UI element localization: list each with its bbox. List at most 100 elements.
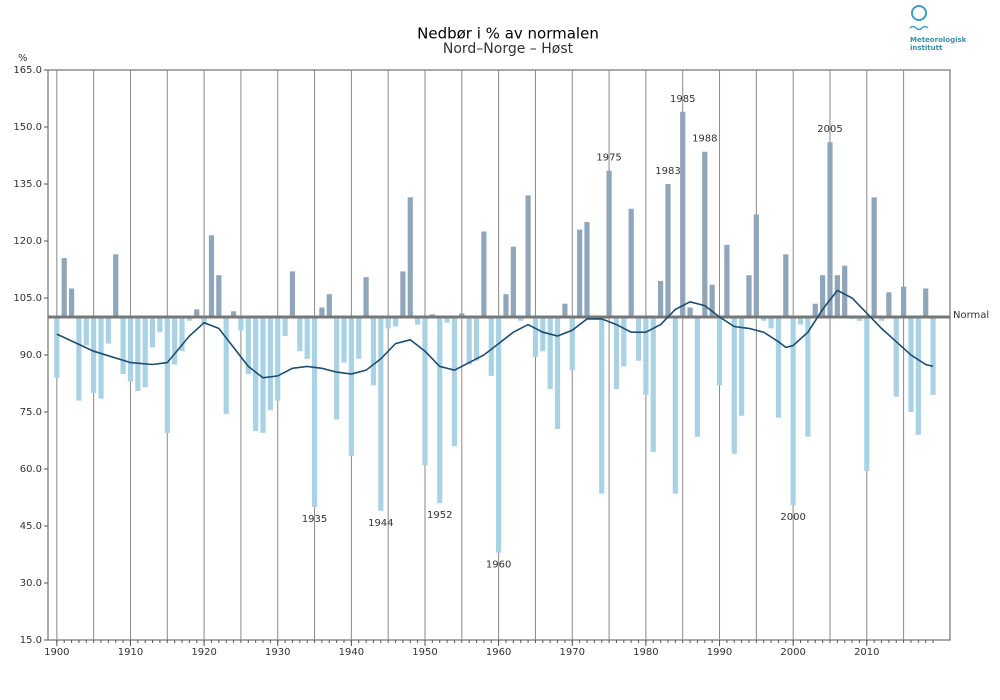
bar	[540, 317, 546, 352]
bar	[61, 258, 67, 317]
x-tick-label: 2000	[780, 647, 805, 658]
bar	[768, 317, 774, 329]
bar	[672, 317, 678, 494]
bar	[260, 317, 266, 433]
bar	[871, 197, 877, 317]
bar	[761, 317, 767, 321]
bar	[886, 292, 892, 317]
y-axis-label: %	[18, 53, 28, 64]
bar	[893, 317, 899, 397]
bar	[282, 317, 288, 336]
bar	[238, 317, 244, 331]
annotation: 1985	[670, 94, 695, 105]
bar	[532, 317, 539, 357]
y-tick-label: 45.0	[20, 521, 42, 532]
annotation: 1944	[368, 518, 393, 529]
bar	[230, 311, 237, 317]
bar	[901, 286, 907, 317]
y-tick-label: 60.0	[20, 464, 42, 475]
bar	[739, 317, 745, 416]
bar	[842, 265, 848, 317]
bar	[702, 151, 708, 317]
bar	[164, 317, 170, 433]
bar	[392, 317, 399, 327]
bar	[473, 317, 480, 361]
bar	[378, 317, 384, 511]
x-tick-label: 1980	[633, 647, 658, 658]
bar	[569, 317, 575, 371]
bar	[275, 317, 281, 401]
bar	[319, 307, 325, 317]
bar	[194, 309, 200, 317]
bar	[827, 142, 833, 317]
bar	[135, 317, 141, 392]
bar	[584, 222, 590, 317]
y-tick-label: 30.0	[20, 578, 42, 589]
bar	[216, 275, 222, 317]
bar	[621, 317, 627, 367]
y-tick-label: 75.0	[20, 407, 42, 418]
bar	[775, 317, 782, 418]
bar	[105, 317, 111, 344]
x-tick-label: 1900	[44, 647, 69, 658]
bar	[658, 280, 664, 317]
y-tick-label: 165.0	[13, 65, 42, 76]
bar	[724, 244, 730, 317]
bar	[746, 275, 752, 317]
bar	[142, 317, 148, 388]
bar	[510, 246, 516, 317]
bar	[856, 317, 863, 321]
bar	[459, 313, 465, 317]
y-tick-label: 135.0	[13, 179, 42, 190]
annotation: 1952	[427, 510, 452, 521]
bar	[915, 317, 921, 435]
bar	[385, 317, 391, 329]
bar	[834, 275, 840, 317]
bar	[753, 214, 759, 317]
bar	[488, 317, 494, 376]
bar	[805, 317, 811, 437]
bar	[562, 303, 568, 317]
bar	[481, 231, 487, 317]
bar	[466, 317, 472, 365]
annotation: 1960	[486, 560, 511, 571]
bar	[437, 317, 443, 504]
bar	[606, 170, 612, 317]
bar	[790, 317, 796, 506]
bar	[687, 307, 693, 317]
bar	[326, 294, 332, 317]
bar	[54, 317, 60, 378]
bar	[797, 317, 804, 325]
bar	[120, 317, 126, 374]
bar	[422, 317, 428, 466]
bar	[525, 195, 531, 317]
bar	[76, 317, 82, 401]
bar	[628, 208, 634, 317]
bar	[878, 317, 885, 321]
bar	[172, 317, 178, 365]
bar	[731, 317, 737, 454]
bar	[496, 317, 502, 553]
bar	[113, 254, 119, 317]
x-tick-label: 2010	[854, 647, 879, 658]
bar	[91, 317, 97, 393]
bar	[400, 271, 406, 317]
bar	[297, 317, 303, 352]
bar	[253, 317, 259, 431]
bar	[341, 317, 347, 363]
bar	[157, 317, 163, 333]
bar	[577, 229, 583, 317]
logo-icon	[911, 5, 927, 21]
reference-label: Normal	[953, 310, 989, 321]
annotation: 2005	[817, 124, 842, 135]
chart-subtitle: Nord–Norge – Høst	[443, 41, 574, 57]
logo-wave	[909, 25, 929, 31]
bar	[643, 317, 649, 395]
bar	[613, 317, 620, 390]
x-tick-label: 1920	[191, 647, 216, 658]
bar	[201, 317, 207, 325]
x-tick-label: 1930	[265, 647, 290, 658]
y-tick-label: 150.0	[13, 122, 42, 133]
bar	[864, 317, 870, 471]
